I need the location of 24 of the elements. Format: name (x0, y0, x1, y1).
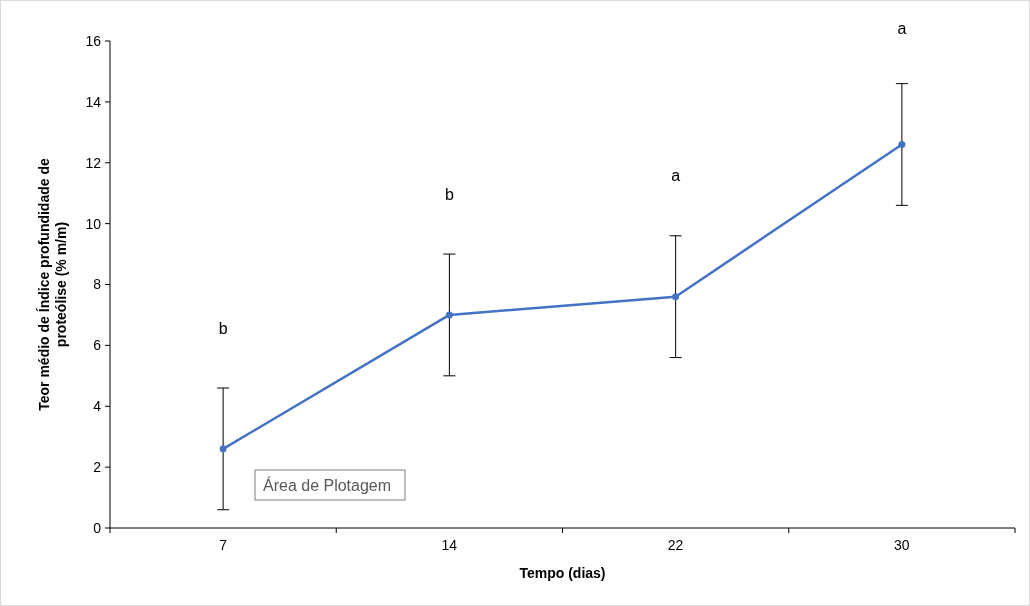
annotation: Área de Plotagem (263, 476, 392, 494)
x-axis-title: Tempo (dias) (519, 565, 606, 581)
y-tick-label: 4 (93, 398, 102, 415)
annotation: b (444, 185, 454, 203)
point (898, 140, 906, 148)
y-tick-label: 10 (85, 215, 102, 232)
x-tick-label: 22 (667, 537, 684, 553)
point (672, 293, 680, 301)
annotation: a (671, 167, 681, 185)
y-tick-label: 2 (93, 459, 102, 476)
y-tick-label: 6 (93, 337, 102, 354)
point (445, 311, 453, 319)
text: a (897, 19, 907, 37)
x-tick-label: 14 (441, 537, 458, 553)
y-axis-title: Teor médio de Índice profundidade de proteólise (% m/m) (36, 158, 69, 411)
x-tick-label: 30 (894, 537, 910, 553)
point (219, 445, 227, 453)
y-tick-label: 16 (85, 32, 102, 49)
y-tick-label: 0 (93, 519, 102, 536)
y-tick-label: 14 (85, 93, 102, 110)
annotation: b (218, 319, 228, 337)
y-tick-label: 12 (85, 154, 102, 171)
x-tick-label: 7 (219, 537, 228, 553)
y-tick-label: 8 (93, 276, 102, 293)
